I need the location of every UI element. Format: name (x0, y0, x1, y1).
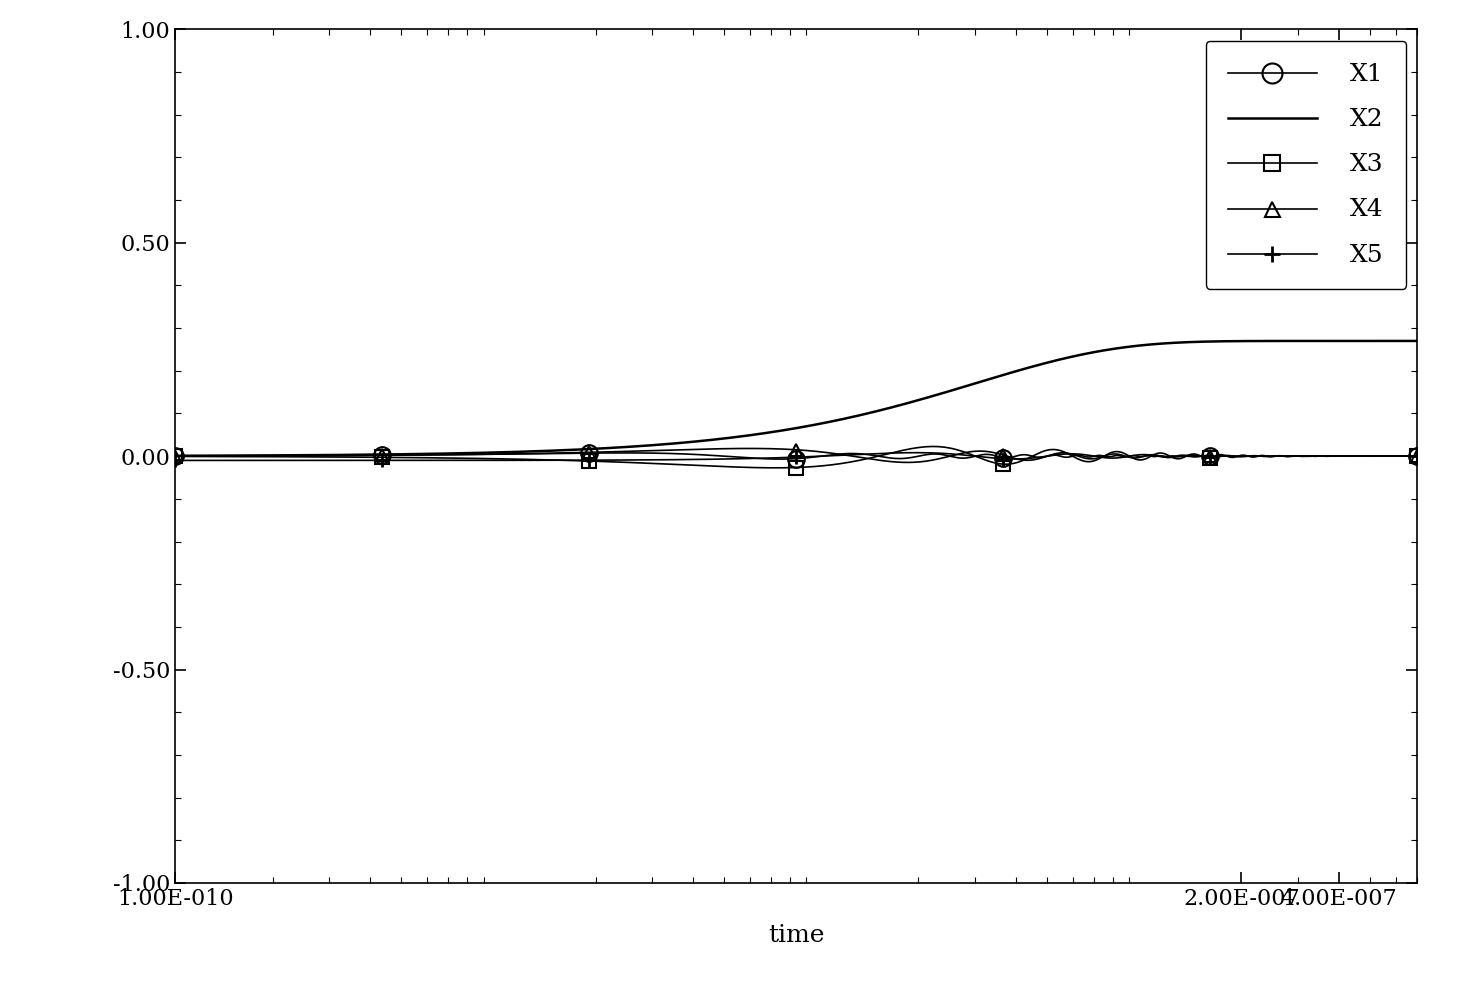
X-axis label: time: time (768, 924, 824, 947)
Legend: X1, X2, X3, X4, X5: X1, X2, X3, X4, X5 (1205, 40, 1405, 288)
X1 (167, 450, 184, 462)
X3 (771, 462, 789, 474)
X5 (1408, 450, 1426, 462)
Line: X3: X3 (168, 439, 1424, 475)
X3 (767, 462, 785, 474)
X1 (1373, 450, 1391, 462)
X4 (1373, 450, 1391, 462)
X1 (1408, 450, 1426, 462)
X4 (738, 442, 755, 454)
X2 (738, 430, 755, 441)
X1 (771, 453, 789, 465)
X1 (771, 453, 789, 465)
X5 (770, 452, 787, 464)
X3 (1373, 450, 1391, 462)
X2 (1408, 336, 1426, 347)
X3 (1145, 448, 1163, 460)
X4 (167, 450, 184, 462)
X4 (899, 456, 916, 468)
X4 (741, 442, 758, 454)
X2 (770, 425, 787, 437)
X3 (167, 450, 184, 462)
X2 (167, 450, 184, 462)
X3 (738, 461, 755, 473)
X3 (925, 440, 942, 452)
X1 (1145, 450, 1163, 462)
X5 (167, 454, 184, 466)
X4 (229, 450, 247, 462)
Line: X2: X2 (175, 341, 1417, 456)
X3 (1408, 450, 1426, 462)
X5 (1372, 450, 1389, 462)
X1 (229, 450, 247, 462)
X1 (1373, 450, 1391, 462)
X5 (1145, 449, 1163, 461)
X2 (229, 449, 247, 461)
Line: X4: X4 (169, 442, 1423, 469)
X5 (907, 446, 925, 458)
X2 (1372, 336, 1389, 347)
Line: X5: X5 (168, 445, 1424, 467)
X4 (1145, 449, 1163, 461)
X3 (1373, 450, 1391, 462)
X5 (229, 454, 247, 466)
X3 (229, 450, 247, 462)
X4 (1373, 450, 1391, 462)
X2 (1372, 336, 1389, 347)
X2 (1144, 338, 1161, 350)
Line: X1: X1 (167, 444, 1426, 467)
X4 (1408, 450, 1426, 462)
X4 (771, 443, 789, 455)
X5 (738, 452, 755, 464)
X5 (1373, 450, 1391, 462)
X1 (615, 447, 633, 459)
X1 (738, 452, 755, 464)
